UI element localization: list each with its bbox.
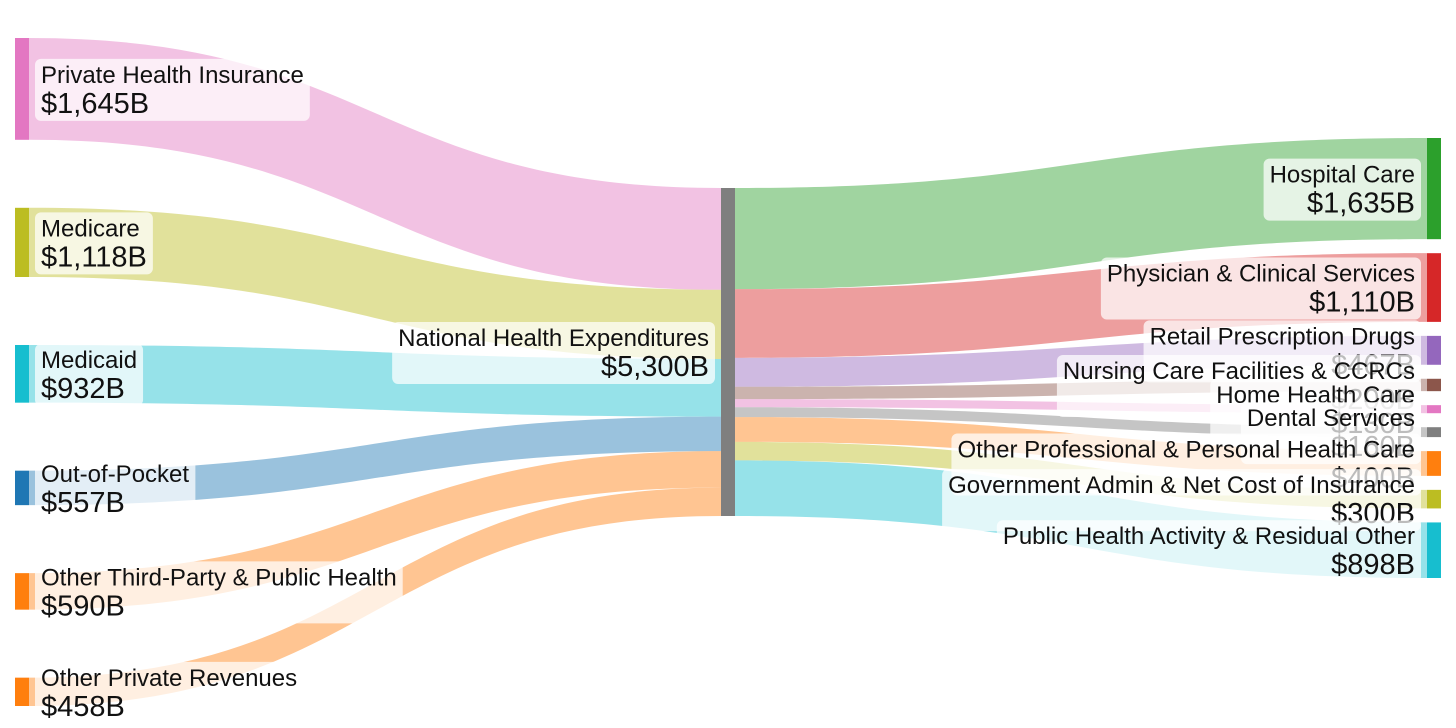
node-medicaid xyxy=(15,344,29,403)
private-health-insurance-name: Private Health Insurance xyxy=(41,62,304,89)
medicare-value: $1,118B xyxy=(41,241,147,273)
other-third-party-and-public-health-label-plate xyxy=(35,561,403,624)
sankey-labels: Private Health Insurance$1,645BMedicare$… xyxy=(35,58,1422,724)
national-health-expenditures-label: National Health Expenditures$5,300B xyxy=(392,322,715,384)
node-retail-prescription-drugs xyxy=(1427,335,1441,365)
out-of-pocket-value: $557B xyxy=(41,487,125,519)
physician-and-clinical-services-label-plate xyxy=(1100,257,1421,320)
medicaid-value: $932B xyxy=(41,373,125,405)
other-third-party-and-public-health-name: Other Third-Party & Public Health xyxy=(41,564,397,591)
government-admin-and-net-cost-of-insurance-name: Government Admin & Net Cost of Insurance xyxy=(948,472,1415,499)
node-out-of-pocket xyxy=(15,470,29,506)
medicaid-label-plate xyxy=(35,343,144,406)
other-private-revenues-label-plate xyxy=(35,661,304,724)
government-admin-and-net-cost-of-insurance-label: Government Admin & Net Cost of Insurance… xyxy=(942,469,1421,532)
other-third-party-and-public-health-value: $590B xyxy=(41,590,125,622)
hospital-care-name: Hospital Care xyxy=(1270,162,1415,189)
node-home-health-care xyxy=(1427,405,1441,414)
out-of-pocket-label: Out-of-Pocket$557B xyxy=(35,457,196,520)
physician-and-clinical-services-name: Physician & Clinical Services xyxy=(1107,261,1415,288)
private-health-insurance-label: Private Health Insurance$1,645B xyxy=(35,58,310,121)
national-health-expenditures-value: $5,300B xyxy=(601,351,709,383)
government-admin-and-net-cost-of-insurance-label-plate xyxy=(942,469,1421,532)
node-private-health-insurance xyxy=(15,38,29,140)
node-dental-services xyxy=(1427,427,1441,438)
node-government-admin-and-net-cost-of-insurance xyxy=(1427,489,1441,509)
national-health-expenditures-name: National Health Expenditures xyxy=(398,325,709,352)
medicare-name: Medicare xyxy=(41,215,140,242)
medicaid-label: Medicaid$932B xyxy=(35,343,144,406)
hospital-care-label: Hospital Care$1,635B xyxy=(1263,158,1421,221)
private-health-insurance-label-plate xyxy=(35,58,310,121)
hospital-care-value: $1,635B xyxy=(1307,188,1415,220)
link-oop-to-center xyxy=(29,416,721,506)
dental-services-name: Dental Services xyxy=(1247,405,1415,432)
public-health-activity-and-residual-other-name: Public Health Activity & Residual Other xyxy=(1003,523,1415,550)
public-health-activity-and-residual-other-value: $898B xyxy=(1331,549,1415,581)
public-health-activity-and-residual-other-label-plate xyxy=(996,520,1422,583)
node-other-private-revenues xyxy=(15,677,29,706)
node-hospital-care xyxy=(1427,138,1441,240)
private-health-insurance-value: $1,645B xyxy=(41,88,149,120)
other-private-revenues-name: Other Private Revenues xyxy=(41,665,297,692)
hospital-care-label-plate xyxy=(1263,158,1421,221)
other-private-revenues-value: $458B xyxy=(41,691,125,723)
medicaid-name: Medicaid xyxy=(41,347,137,374)
national-health-expenditures-label-plate xyxy=(392,322,715,384)
physician-and-clinical-services-label: Physician & Clinical Services$1,110B xyxy=(1100,257,1421,320)
retail-prescription-drugs-name: Retail Prescription Drugs xyxy=(1150,323,1415,350)
other-professional-and-personal-health-care-name: Other Professional & Personal Health Car… xyxy=(957,436,1415,463)
node-other-professional-and-personal-health-care xyxy=(1427,451,1441,476)
node-physician-and-clinical-services xyxy=(1427,253,1441,322)
node-medicare xyxy=(15,207,29,277)
node-public-health-activity-and-residual-other xyxy=(1427,522,1441,578)
sankey-nodes xyxy=(15,38,1441,706)
other-private-revenues-label: Other Private Revenues$458B xyxy=(35,661,304,724)
medicare-label-plate xyxy=(35,212,153,275)
link-center-to-hospital xyxy=(735,138,1427,290)
physician-and-clinical-services-value: $1,110B xyxy=(1309,287,1415,319)
out-of-pocket-name: Out-of-Pocket xyxy=(41,461,189,488)
public-health-activity-and-residual-other-label: Public Health Activity & Residual Other$… xyxy=(996,520,1422,583)
other-third-party-and-public-health-label: Other Third-Party & Public Health$590B xyxy=(35,561,403,624)
node-other-third-party-and-public-health xyxy=(15,573,29,610)
link-medicare-to-center xyxy=(29,207,721,359)
out-of-pocket-label-plate xyxy=(35,457,196,520)
node-national-health-expenditures xyxy=(721,188,735,516)
node-nursing-care-facilities-and-ccrcs xyxy=(1427,378,1441,392)
medicare-label: Medicare$1,118B xyxy=(35,212,153,275)
